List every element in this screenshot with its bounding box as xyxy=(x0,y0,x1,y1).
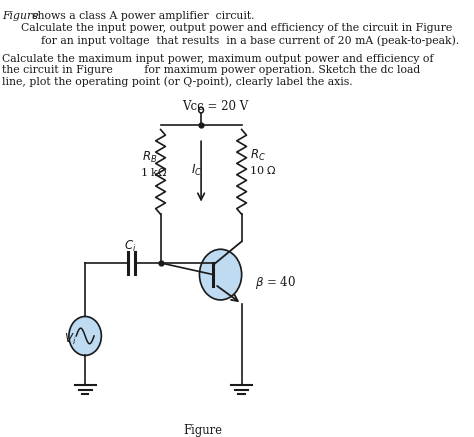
Text: 1 k$\Omega$: 1 k$\Omega$ xyxy=(140,166,168,178)
Text: Figure: Figure xyxy=(2,11,39,21)
Text: $V_i$: $V_i$ xyxy=(64,332,76,347)
Text: $I_C$: $I_C$ xyxy=(191,163,202,178)
Text: $\beta$ = 40: $\beta$ = 40 xyxy=(255,274,296,291)
Text: for an input voltage  that results  in a base current of 20 mA (peak-to-peak).: for an input voltage that results in a b… xyxy=(41,35,459,45)
Text: $R_C$: $R_C$ xyxy=(250,148,265,163)
Text: $R_B$: $R_B$ xyxy=(142,150,157,165)
Circle shape xyxy=(200,249,242,300)
Circle shape xyxy=(69,316,101,355)
Text: Vcc = 20 V: Vcc = 20 V xyxy=(182,101,249,113)
Text: Figure: Figure xyxy=(183,423,222,437)
Text: shows a class A power amplifier  circuit.: shows a class A power amplifier circuit. xyxy=(32,11,255,21)
Text: 10 $\Omega$: 10 $\Omega$ xyxy=(249,164,277,177)
Text: the circuit in Figure         for maximum power operation. Sketch the dc load: the circuit in Figure for maximum power … xyxy=(2,65,421,75)
Text: line, plot the operating point (or Q-point), clearly label the axis.: line, plot the operating point (or Q-poi… xyxy=(2,77,353,87)
Text: $C_i$: $C_i$ xyxy=(124,239,137,254)
Text: Calculate the input power, output power and efficiency of the circuit in Figure: Calculate the input power, output power … xyxy=(21,23,452,33)
Text: Calculate the maximum input power, maximum output power and efficiency of: Calculate the maximum input power, maxim… xyxy=(2,54,434,63)
